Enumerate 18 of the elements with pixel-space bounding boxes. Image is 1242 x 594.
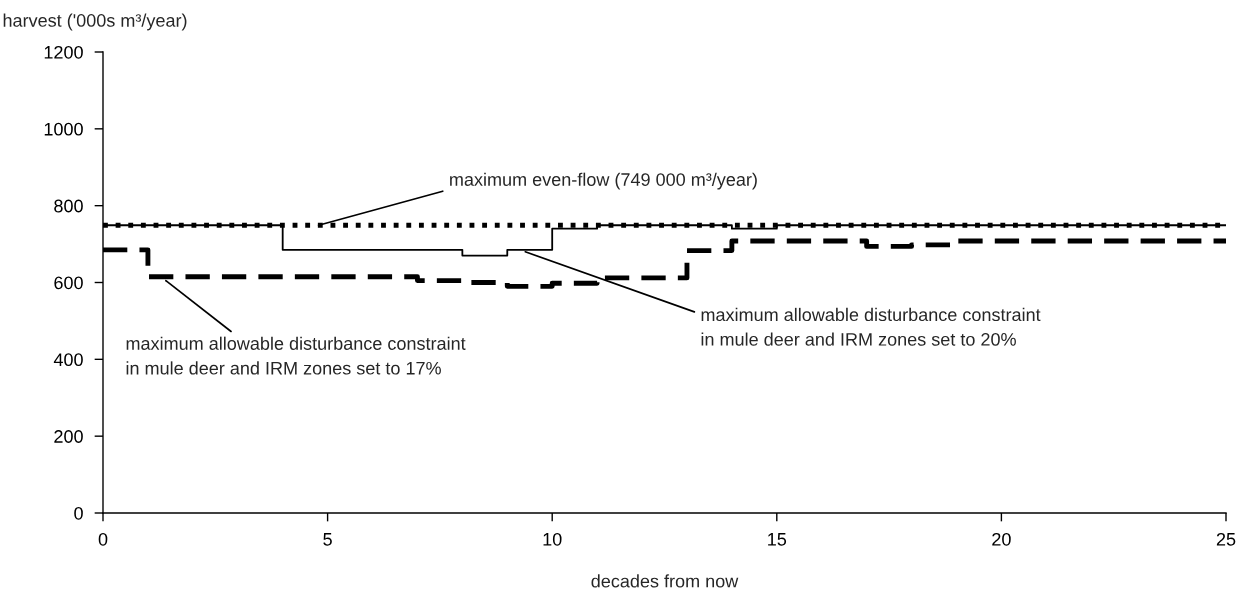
x-tick-label: 10 <box>543 532 562 546</box>
annotation: maximum allowable disturbance constraint in mule deer and IRM zones set to 20% <box>701 307 1041 346</box>
y-tick-label: 1200 <box>44 45 83 59</box>
y-tick-label: 800 <box>54 199 83 213</box>
y-tick-label: 0 <box>74 506 83 520</box>
y-tick-label: 600 <box>54 276 83 290</box>
annotation: maximum allowable disturbance constraint in mule deer and IRM zones set to 17% <box>126 336 466 375</box>
y-tick-label: 400 <box>53 353 83 367</box>
y-tick-label: 200 <box>54 430 83 443</box>
x-tick-label: 20 <box>992 532 1011 546</box>
x-tick-label: 25 <box>1216 532 1236 546</box>
y-axis-title: harvest ('000s m³/year) <box>3 13 187 31</box>
x-tick-label: 0 <box>98 532 108 546</box>
annotation: maximum even-flow (749 000 m³/year) <box>450 172 757 190</box>
x-axis-title: decades from now <box>591 574 739 588</box>
x-tick-label: 5 <box>323 533 332 546</box>
x-tick-label: 15 <box>768 533 787 546</box>
y-tick-label: 1000 <box>44 122 83 136</box>
